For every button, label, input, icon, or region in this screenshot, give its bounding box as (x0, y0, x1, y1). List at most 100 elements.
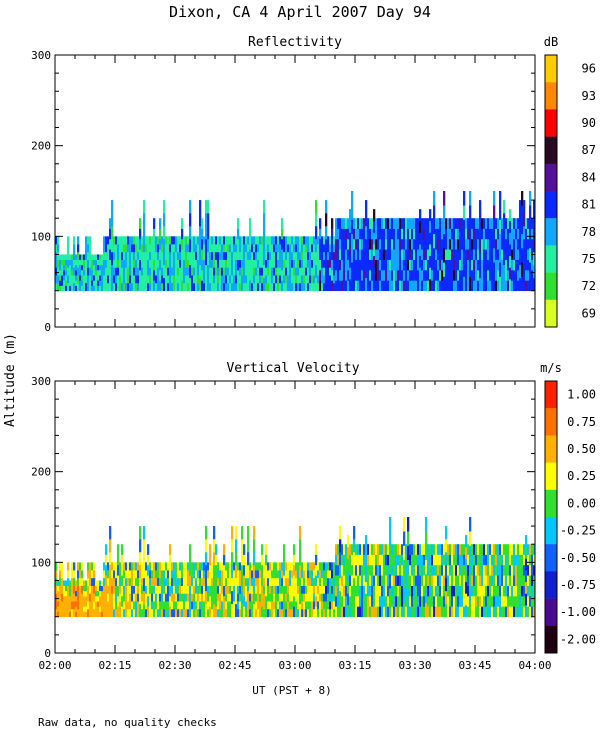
heat-cell (359, 259, 362, 271)
heat-cell (159, 585, 162, 594)
heat-cell (67, 608, 70, 618)
heat-cell (393, 270, 396, 281)
heat-cell (255, 244, 258, 253)
heat-cell (353, 551, 356, 566)
heat-cell (125, 236, 128, 245)
heat-cell (489, 259, 492, 271)
heat-cell (495, 218, 498, 229)
heat-cell (87, 267, 90, 276)
heat-cell (107, 585, 110, 594)
heat-cell (249, 249, 252, 260)
heat-cell (507, 238, 510, 250)
heat-cell (349, 232, 352, 245)
heat-cell (331, 259, 334, 271)
heat-cell (431, 259, 434, 271)
heat-cell (381, 544, 384, 555)
heat-cell (295, 236, 298, 245)
heat-cell (451, 554, 454, 566)
heat-cell (227, 601, 230, 610)
heat-cell (171, 259, 174, 268)
colorbar-swatch (545, 163, 557, 192)
heat-cell (75, 285, 78, 292)
colorbar-swatch (545, 245, 557, 273)
heat-cell (189, 564, 192, 576)
heat-cell (115, 570, 118, 579)
heat-cell (361, 270, 364, 281)
heat-cell (241, 267, 244, 276)
heat-cell (455, 606, 458, 618)
heat-cell (93, 285, 96, 292)
heat-cell (421, 280, 424, 292)
heat-cell (377, 606, 380, 618)
heat-cell (149, 267, 152, 276)
heat-cell (519, 554, 522, 566)
heat-cell (209, 585, 212, 597)
heat-cell (529, 585, 532, 597)
heat-cell (459, 238, 462, 250)
heat-cell (177, 259, 180, 268)
heat-cell (445, 564, 448, 579)
heat-cell (485, 270, 488, 281)
heat-cell (321, 244, 324, 253)
heat-cell (315, 585, 318, 597)
heat-cell (183, 251, 186, 260)
heat-cell (397, 259, 400, 271)
heat-cell (409, 280, 412, 292)
heat-cell (425, 228, 428, 240)
heat-cell (513, 228, 516, 240)
heat-cell (405, 249, 408, 260)
heat-cell (363, 564, 366, 576)
heat-cell (435, 238, 438, 250)
heat-cell (383, 606, 386, 618)
heat-cell (69, 280, 72, 286)
heat-cell (475, 218, 478, 229)
heat-cell (301, 282, 304, 292)
heat-cell (499, 575, 502, 586)
heat-cell (235, 251, 238, 260)
heat-cell (217, 601, 220, 610)
heat-cell (351, 247, 354, 263)
heat-cell (481, 585, 484, 597)
heat-cell (257, 236, 260, 245)
heat-cell (153, 608, 156, 618)
heat-cell (385, 249, 388, 260)
heat-cell (245, 562, 248, 571)
heat-cell (463, 205, 466, 220)
heat-cell (141, 282, 144, 292)
heat-cell (467, 606, 470, 618)
heat-cell (443, 219, 446, 235)
heat-cell (127, 275, 130, 284)
heat-cell (527, 238, 530, 250)
heat-cell (335, 280, 338, 292)
heat-cell (137, 251, 140, 260)
heat-cell (377, 249, 380, 260)
heat-cell (135, 601, 138, 610)
heat-cell (421, 596, 424, 607)
heat-cell (391, 228, 394, 240)
heat-cell (269, 608, 272, 618)
heat-cell (179, 275, 182, 284)
heat-cell (355, 564, 358, 576)
heat-cell (473, 228, 476, 240)
heat-cell (471, 596, 474, 607)
heat-cell (349, 279, 352, 292)
heat-cell (245, 593, 248, 602)
heat-cell (273, 608, 276, 618)
heat-cell (393, 606, 396, 618)
heat-cell (189, 238, 192, 253)
heat-cell (187, 275, 190, 284)
heat-cell (115, 593, 118, 602)
heat-cell (69, 259, 72, 266)
heat-cell (153, 218, 156, 229)
heat-cell (175, 282, 178, 292)
heat-cell (495, 544, 498, 555)
heat-cell (143, 526, 146, 540)
heat-cell (375, 606, 378, 618)
heat-cell (495, 596, 498, 607)
heat-cell (259, 601, 262, 610)
heat-cell (261, 275, 264, 284)
colorbar-swatch (545, 625, 557, 654)
heat-cell (443, 554, 446, 566)
heat-cell (183, 275, 186, 284)
heat-cell (415, 270, 418, 281)
